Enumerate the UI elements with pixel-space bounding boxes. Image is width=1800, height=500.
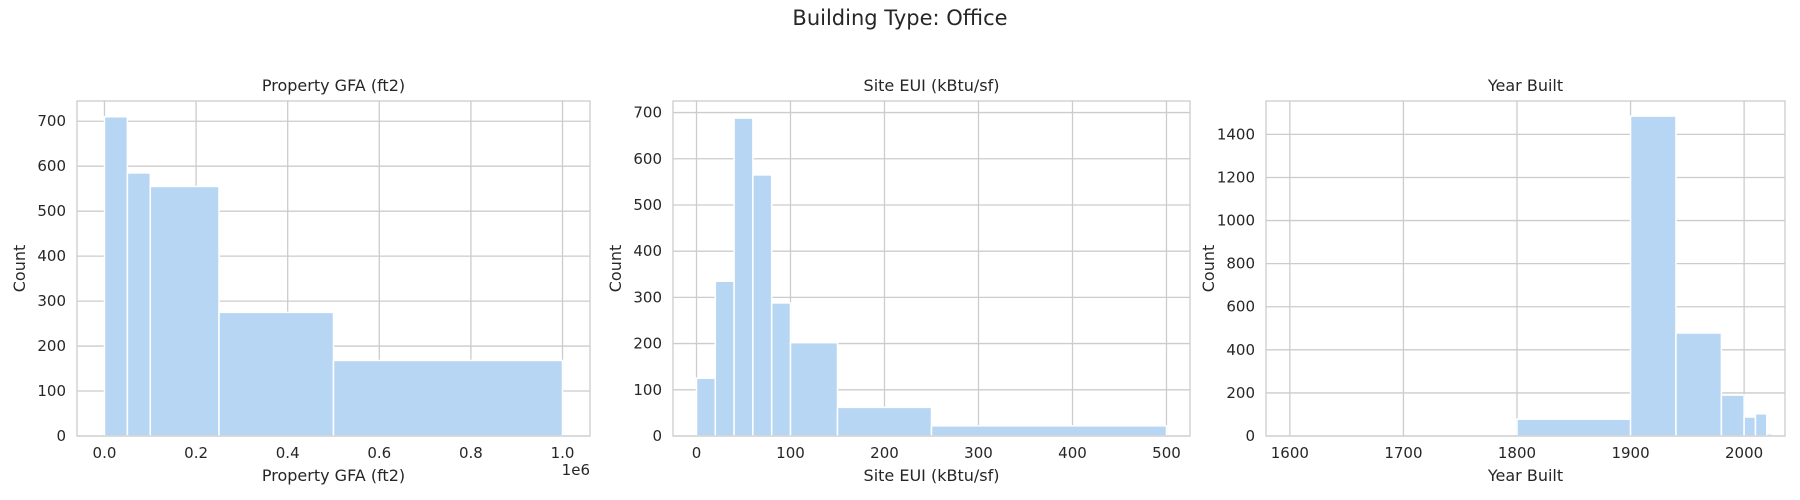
y-tick-label: 400 bbox=[1226, 341, 1255, 359]
histogram-bar bbox=[770, 302, 792, 437]
histogram-bar bbox=[733, 117, 754, 437]
histogram-bar bbox=[1629, 115, 1677, 437]
y-tick-label: 100 bbox=[37, 382, 66, 400]
x-tick-label: 0.0 bbox=[93, 444, 117, 462]
plot-area bbox=[672, 100, 1191, 437]
histogram-bar bbox=[695, 377, 717, 437]
x-axis-label: Site EUI (kBtu/sf) bbox=[864, 466, 1000, 485]
x-tick-label: 0.8 bbox=[459, 444, 483, 462]
y-tick-label: 500 bbox=[633, 196, 662, 214]
histogram-bar bbox=[332, 359, 564, 437]
x-tick-label: 100 bbox=[776, 444, 805, 462]
x-tick-label: 1700 bbox=[1384, 444, 1422, 462]
histogram-bar bbox=[1720, 394, 1745, 437]
histogram-bar bbox=[789, 341, 839, 437]
histogram-bar bbox=[126, 172, 152, 437]
x-tick-label: 400 bbox=[1058, 444, 1087, 462]
y-tick-label: 600 bbox=[633, 150, 662, 168]
histogram-bar bbox=[930, 425, 1168, 437]
histogram-bar bbox=[1516, 418, 1632, 437]
x-tick-label: 1.0 bbox=[551, 444, 575, 462]
x-tick-label: 1900 bbox=[1611, 444, 1649, 462]
x-axis-label: Property GFA (ft2) bbox=[262, 466, 405, 485]
histogram-bar bbox=[1743, 416, 1757, 437]
panel-title: Site EUI (kBtu/sf) bbox=[864, 76, 1000, 95]
x-tick-label: 0.4 bbox=[276, 444, 300, 462]
y-tick-label: 700 bbox=[37, 112, 66, 130]
y-tick-label: 200 bbox=[37, 337, 66, 355]
axes-frame bbox=[672, 100, 1191, 437]
y-tick-label: 300 bbox=[37, 292, 66, 310]
plot-area bbox=[1265, 100, 1786, 437]
x-tick-label: 1800 bbox=[1498, 444, 1536, 462]
x-tick-label: 0 bbox=[692, 444, 702, 462]
x-tick-label: 1600 bbox=[1271, 444, 1309, 462]
histogram-bar bbox=[752, 174, 773, 437]
y-tick-label: 400 bbox=[633, 242, 662, 260]
x-axis-label: Year Built bbox=[1487, 466, 1563, 485]
plot-area bbox=[76, 100, 591, 437]
y-tick-label: 0 bbox=[56, 427, 66, 445]
histogram-property-gfa: Property GFA (ft2) Property GFA (ft2) Co… bbox=[10, 76, 591, 485]
figure-title: Building Type: Office bbox=[792, 6, 1008, 30]
y-tick-label: 600 bbox=[37, 157, 66, 175]
y-tick-label: 200 bbox=[633, 335, 662, 353]
histogram-bar bbox=[149, 185, 220, 437]
y-tick-label: 200 bbox=[1226, 384, 1255, 402]
histogram-bar bbox=[1675, 332, 1723, 437]
histogram-bar bbox=[836, 406, 933, 437]
y-tick-label: 700 bbox=[633, 104, 662, 122]
panel-title: Property GFA (ft2) bbox=[262, 76, 405, 95]
x-tick-label: 2000 bbox=[1725, 444, 1763, 462]
axes-frame bbox=[76, 100, 591, 437]
histogram-bar bbox=[218, 311, 335, 437]
y-tick-label: 0 bbox=[1245, 427, 1255, 445]
panel-title: Year Built bbox=[1487, 76, 1563, 95]
y-tick-label: 1200 bbox=[1217, 168, 1255, 186]
x-tick-label: 500 bbox=[1152, 444, 1181, 462]
histogram-bar bbox=[103, 115, 129, 437]
y-axis-label: Count bbox=[10, 245, 29, 293]
x-tick-label: 0.6 bbox=[367, 444, 391, 462]
y-tick-label: 400 bbox=[37, 247, 66, 265]
x-axis-offset-label: 1e6 bbox=[562, 461, 590, 479]
y-axis-label: Count bbox=[606, 245, 625, 293]
y-tick-label: 500 bbox=[37, 202, 66, 220]
x-tick-label: 300 bbox=[964, 444, 993, 462]
x-tick-label: 200 bbox=[870, 444, 899, 462]
histogram-site-eui: Site EUI (kBtu/sf) Site EUI (kBtu/sf) Co… bbox=[606, 76, 1191, 485]
histogram-year-built: Year Built Year Built Count 1600 1700 1800… bbox=[1199, 76, 1786, 485]
axes-frame bbox=[1265, 100, 1786, 437]
y-axis-label: Count bbox=[1199, 245, 1218, 293]
y-tick-label: 0 bbox=[652, 427, 662, 445]
histogram-bar bbox=[1754, 413, 1768, 437]
histogram-bar bbox=[714, 280, 735, 437]
y-tick-label: 300 bbox=[633, 288, 662, 306]
x-tick-label: 0.2 bbox=[184, 444, 208, 462]
y-tick-label: 1400 bbox=[1217, 125, 1255, 143]
y-tick-label: 1000 bbox=[1217, 212, 1255, 230]
y-tick-label: 600 bbox=[1226, 298, 1255, 316]
y-tick-label: 100 bbox=[633, 381, 662, 399]
y-tick-label: 800 bbox=[1226, 255, 1255, 273]
